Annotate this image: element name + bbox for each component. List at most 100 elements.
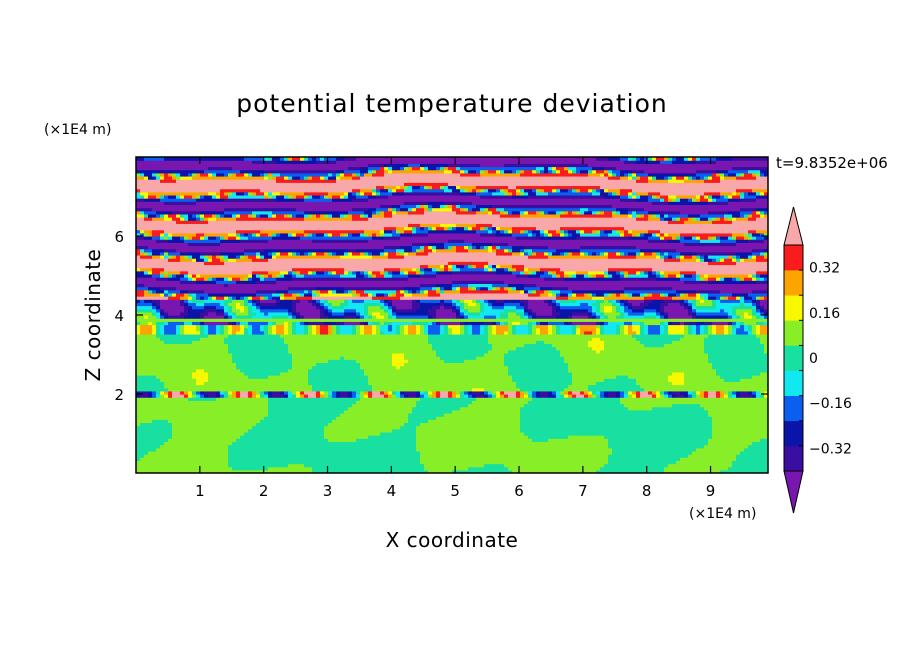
contour-cell: [452, 466, 457, 471]
contour-cell: [208, 460, 213, 465]
contour-cell: [624, 447, 629, 452]
contour-cell: [136, 444, 141, 449]
contour-cell: [184, 447, 189, 452]
contour-cell: [352, 469, 357, 473]
contour-cell: [760, 457, 765, 461]
contour-cell: [552, 469, 557, 473]
contour-cell: [680, 469, 685, 473]
contour-cell: [456, 457, 461, 461]
contour-cell: [364, 447, 369, 452]
contour-cell: [424, 447, 429, 452]
contour-cell: [200, 460, 205, 465]
contour-cell: [536, 463, 541, 468]
contour-cell: [512, 466, 517, 471]
contour-cell: [460, 450, 465, 455]
contour-cell: [668, 444, 673, 449]
contour-cell: [472, 444, 477, 449]
contour-cell: [748, 444, 753, 449]
contour-cell: [168, 463, 173, 468]
contour-cell: [748, 469, 753, 473]
contour-cell: [340, 444, 345, 449]
contour-cell: [404, 447, 409, 452]
contour-cell: [532, 444, 537, 449]
contour-cell: [464, 463, 469, 468]
contour-cell: [416, 460, 421, 465]
contour-cell: [144, 457, 149, 461]
contour-cell: [248, 469, 253, 473]
contour-cell: [712, 457, 717, 461]
contour-cell: [468, 454, 473, 458]
contour-cell: [480, 463, 485, 468]
contour-cell: [156, 444, 161, 449]
contour-cell: [392, 463, 397, 468]
contour-cell: [248, 450, 253, 455]
contour-cell: [228, 460, 233, 465]
contour-cell: [624, 457, 629, 461]
contour-cell: [448, 457, 453, 461]
contour-cell: [628, 447, 633, 452]
contour-cell: [688, 454, 693, 458]
contour-cell: [504, 444, 509, 449]
contour-cell: [444, 454, 449, 458]
contour-cell: [428, 457, 433, 461]
contour-cell: [716, 457, 721, 461]
contour-cell: [476, 469, 481, 473]
contour-cell: [580, 447, 585, 452]
contour-cell: [284, 460, 289, 465]
contour-cell: [156, 463, 161, 468]
contour-cell: [232, 450, 237, 455]
contour-cell: [520, 447, 525, 452]
contour-cell: [196, 447, 201, 452]
contour-cell: [464, 469, 469, 473]
contour-cell: [200, 463, 205, 468]
contour-cell: [344, 466, 349, 471]
contour-cell: [288, 444, 293, 449]
contour-cell: [708, 447, 713, 452]
contour-cell: [492, 466, 497, 471]
contour-cell: [756, 463, 761, 468]
contour-cell: [664, 469, 669, 473]
contour-cell: [336, 463, 341, 468]
contour-cell: [660, 447, 665, 452]
contour-cell: [716, 447, 721, 452]
contour-cell: [216, 466, 221, 471]
contour-cell: [280, 466, 285, 471]
contour-cell: [680, 454, 685, 458]
contour-cell: [168, 444, 173, 449]
contour-cell: [516, 463, 521, 468]
contour-cell: [284, 444, 289, 449]
contour-cell: [752, 447, 757, 452]
contour-cell: [264, 466, 269, 471]
contour-cell: [512, 463, 517, 468]
contour-cell: [708, 454, 713, 458]
contour-cell: [444, 444, 449, 449]
contour-cell: [684, 466, 689, 471]
contour-cell: [752, 450, 757, 455]
contour-cell: [208, 457, 213, 461]
contour-cell: [380, 466, 385, 471]
contour-cell: [220, 466, 225, 471]
contour-cell: [180, 441, 185, 446]
contour-cell: [352, 454, 357, 458]
contour-cell: [700, 450, 705, 455]
contour-cell: [556, 450, 561, 455]
contour-cell: [432, 469, 437, 473]
contour-cell: [344, 444, 349, 449]
contour-cell: [696, 457, 701, 461]
contour-cell: [604, 444, 609, 449]
contour-cell: [472, 463, 477, 468]
contour-cell: [536, 444, 541, 449]
contour-cell: [180, 454, 185, 458]
contour-cell: [164, 441, 169, 446]
contour-cell: [220, 463, 225, 468]
contour-cell: [628, 469, 633, 473]
contour-cell: [484, 469, 489, 473]
contour-cell: [496, 469, 501, 473]
contour-cell: [596, 466, 601, 471]
contour-cell: [416, 450, 421, 455]
contour-cell: [172, 441, 177, 446]
contour-cell: [164, 466, 169, 471]
contour-cell: [756, 444, 761, 449]
contour-cell: [240, 466, 245, 471]
contour-cell: [236, 463, 241, 468]
